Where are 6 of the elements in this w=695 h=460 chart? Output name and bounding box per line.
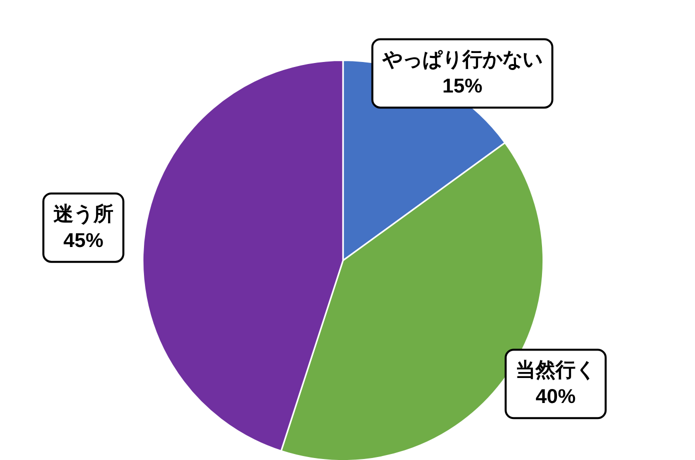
- data-label: 45%: [63, 230, 104, 252]
- data-label: 40%: [536, 386, 576, 408]
- slice-label: やっぱり行かない: [381, 49, 542, 72]
- slice-label: 当然行く: [516, 360, 596, 382]
- slice-label: 迷う所: [52, 203, 114, 226]
- data-label: 15%: [442, 76, 483, 98]
